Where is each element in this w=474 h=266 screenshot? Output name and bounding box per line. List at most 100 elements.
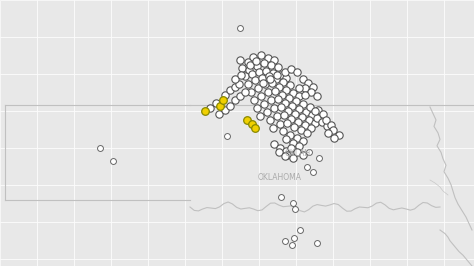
Point	[273, 114, 281, 118]
Point	[270, 106, 278, 110]
Point	[324, 131, 332, 135]
Point	[267, 98, 275, 102]
Bar	[185, 185, 222, 222]
Point	[309, 85, 317, 89]
Point	[285, 96, 293, 100]
Point	[330, 136, 338, 140]
Point	[305, 150, 313, 154]
Bar	[296, 148, 333, 185]
Point	[313, 94, 321, 98]
Point	[314, 108, 322, 112]
Bar	[111, 111, 148, 148]
Bar	[0, 185, 37, 222]
Bar	[148, 185, 185, 222]
Point	[283, 121, 291, 125]
Bar	[444, 185, 474, 222]
Point	[296, 228, 304, 232]
Bar	[0, 111, 37, 148]
Point	[274, 97, 282, 101]
Bar	[37, 222, 74, 259]
Bar	[222, 111, 259, 148]
Point	[279, 129, 287, 133]
Bar	[259, 74, 296, 111]
Point	[252, 59, 260, 63]
Point	[313, 116, 321, 120]
Point	[295, 86, 303, 90]
Point	[221, 93, 229, 97]
Point	[282, 76, 290, 80]
Point	[258, 76, 266, 80]
Point	[293, 70, 301, 74]
Point	[226, 88, 234, 92]
Bar	[407, 185, 444, 222]
Bar	[0, 0, 37, 37]
Point	[250, 98, 258, 102]
Point	[311, 121, 319, 125]
Text: OKLAH: OKLAH	[285, 148, 311, 157]
Point	[221, 108, 229, 112]
Point	[279, 80, 287, 84]
Bar	[407, 74, 444, 111]
Point	[322, 118, 330, 122]
Bar	[259, 222, 296, 259]
Point	[235, 82, 243, 86]
Bar	[111, 259, 148, 266]
Point	[289, 91, 297, 95]
Point	[255, 70, 263, 74]
Bar	[296, 0, 333, 37]
Point	[313, 241, 321, 245]
Bar	[148, 74, 185, 111]
Point	[298, 115, 306, 119]
Bar	[74, 0, 111, 37]
Bar	[0, 37, 37, 74]
Point	[329, 128, 337, 132]
Point	[245, 68, 253, 72]
Point	[270, 58, 278, 62]
Point	[231, 98, 239, 102]
Point	[269, 126, 277, 130]
Point	[302, 110, 310, 114]
Point	[282, 137, 290, 141]
Bar	[222, 74, 259, 111]
Point	[297, 128, 305, 132]
Point	[247, 90, 255, 94]
Point	[201, 109, 209, 113]
Bar	[333, 222, 370, 259]
Bar	[333, 111, 370, 148]
Point	[287, 117, 295, 121]
Point	[289, 156, 297, 160]
Point	[281, 239, 289, 243]
Bar	[296, 111, 333, 148]
Bar	[37, 0, 74, 37]
Point	[299, 77, 307, 81]
Point	[257, 53, 265, 57]
Point	[257, 94, 265, 98]
Point	[305, 118, 313, 122]
Point	[267, 63, 275, 67]
Point	[309, 170, 317, 174]
Bar	[444, 222, 474, 259]
Point	[291, 207, 299, 211]
Bar	[185, 111, 222, 148]
Bar	[333, 148, 370, 185]
Bar	[222, 37, 259, 74]
Point	[251, 78, 259, 82]
Bar	[74, 185, 111, 222]
Point	[299, 102, 307, 106]
Bar	[333, 0, 370, 37]
Bar	[370, 37, 407, 74]
Point	[291, 112, 299, 116]
Bar	[370, 74, 407, 111]
Bar	[259, 185, 296, 222]
Bar	[0, 259, 37, 266]
Point	[275, 85, 283, 89]
Point	[287, 146, 295, 150]
Point	[282, 149, 290, 153]
Bar	[259, 259, 296, 266]
Bar	[148, 111, 185, 148]
Bar	[37, 185, 74, 222]
Point	[253, 106, 261, 110]
Bar	[185, 74, 222, 111]
Bar	[222, 222, 259, 259]
Point	[251, 126, 259, 130]
